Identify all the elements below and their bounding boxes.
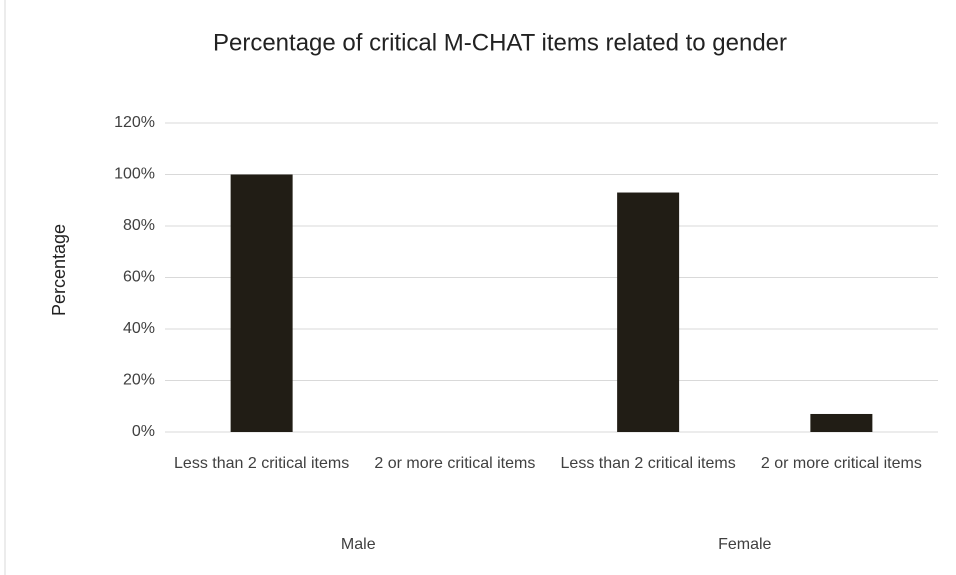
y-tick-label: 100% xyxy=(114,166,155,183)
y-tick-label: 120% xyxy=(114,114,155,131)
x-tick-label: 2 or more critical items xyxy=(760,455,922,472)
y-tick-label: 0% xyxy=(132,423,155,440)
x-tick-label: Less than 2 critical items xyxy=(174,455,350,472)
chart-title: Percentage of critical M-CHAT items rela… xyxy=(213,29,787,56)
bar xyxy=(617,192,680,432)
y-axis-title: Percentage xyxy=(49,224,69,316)
y-tick-label: 20% xyxy=(123,372,155,389)
x-tick-label: Less than 2 critical items xyxy=(560,455,736,472)
group-label: Female xyxy=(718,536,772,553)
y-tick-label: 60% xyxy=(123,269,155,286)
bar xyxy=(230,174,293,432)
bar xyxy=(810,413,873,432)
x-tick-label: 2 or more critical items xyxy=(374,455,536,472)
y-tick-label: 40% xyxy=(123,320,155,337)
y-tick-label: 80% xyxy=(123,217,155,234)
group-label: Male xyxy=(340,536,376,553)
